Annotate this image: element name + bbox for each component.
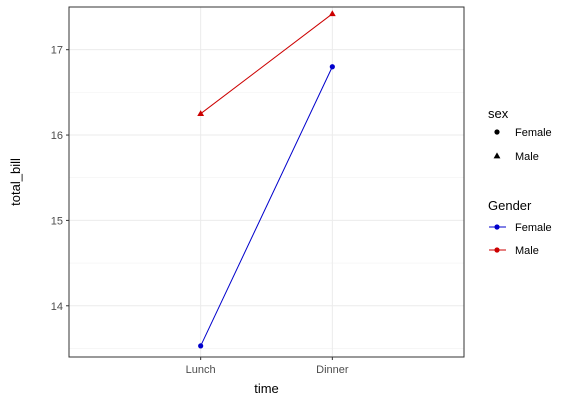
data-point-male-lunch: [197, 110, 205, 117]
legend-sex-key-male-triangle: [493, 152, 501, 159]
legend-sex-key-female-circle: [494, 129, 500, 135]
legend-gender-key-point: [494, 247, 500, 253]
data-point-female-dinner: [329, 64, 335, 70]
series-lines: [200, 13, 333, 347]
legend-gender-label-male: Male: [515, 245, 539, 257]
y-tick-label: 17: [51, 45, 63, 57]
y-tick-label: 14: [51, 301, 63, 313]
legend-gender-key-point: [494, 224, 500, 230]
plot-panel-border: [68, 6, 465, 358]
legend-sex-label-female: Female: [515, 127, 552, 139]
legend-sex-title: sex: [488, 106, 509, 121]
major-gridlines: [69, 7, 464, 357]
legend-sex-label-male: Male: [515, 151, 539, 163]
series-line-male: [200, 13, 333, 115]
x-axis: Lunch Dinner: [186, 357, 349, 376]
x-axis-title: time: [254, 381, 279, 396]
legend-gender-key-male: [489, 247, 506, 253]
legend-gender-title: Gender: [488, 198, 532, 213]
minor-gridlines: [69, 6, 464, 349]
data-point-female-lunch: [198, 343, 204, 349]
y-axis-title: total_bill: [8, 158, 23, 206]
legend-sex: sex Female Male: [488, 106, 552, 163]
series-line-female: [200, 66, 333, 347]
x-tick-label: Lunch: [186, 364, 216, 376]
legend-gender: Gender Female Male: [488, 198, 552, 257]
y-tick-label: 16: [51, 130, 63, 142]
y-axis: 14 15 16 17: [51, 45, 69, 313]
legend-gender-label-female: Female: [515, 222, 552, 234]
legend-gender-key-female: [489, 224, 506, 230]
x-tick-label: Dinner: [316, 364, 349, 376]
y-tick-label: 15: [51, 215, 63, 227]
data-points: [197, 10, 336, 349]
data-point-male-dinner: [328, 10, 336, 17]
